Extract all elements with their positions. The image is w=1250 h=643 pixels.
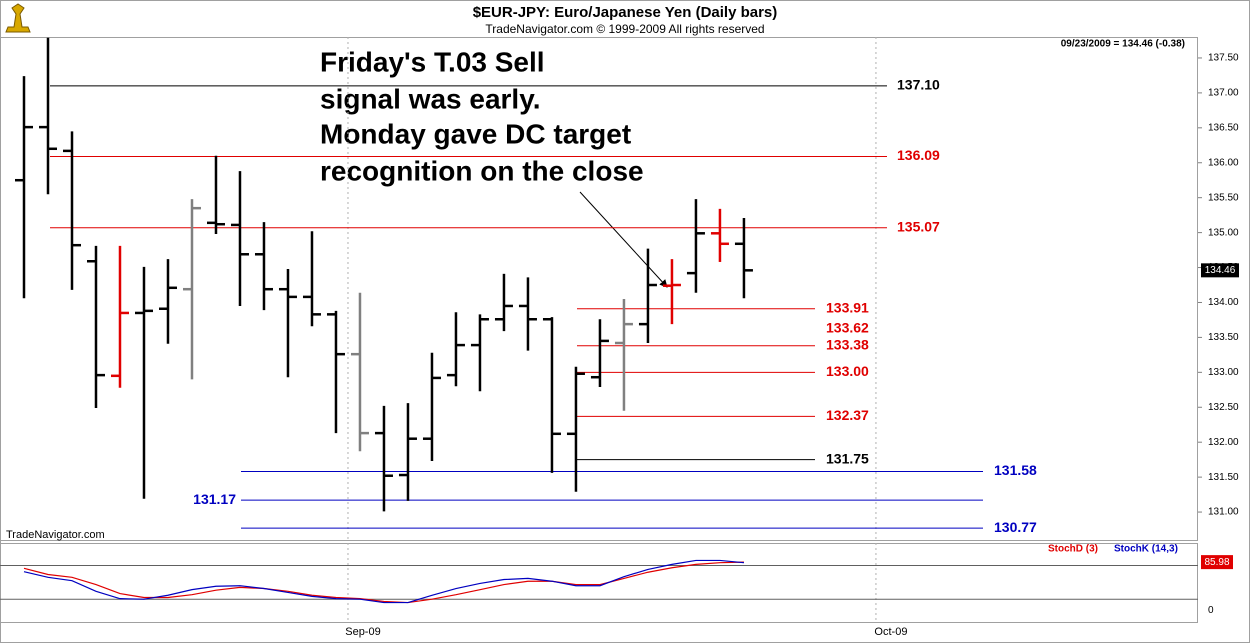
x-tick-label: Oct-09 xyxy=(874,626,907,638)
level-label: 133.38 xyxy=(826,336,869,352)
level-label: 131.58 xyxy=(994,462,1037,478)
annotation-line: signal was early. xyxy=(320,83,541,114)
y-tick-label: 132.00 xyxy=(1208,437,1239,448)
annotation-line: recognition on the close xyxy=(320,155,644,186)
stoch-line xyxy=(23,561,744,604)
level-label: 131.75 xyxy=(826,450,869,466)
y-tick-label: 0 xyxy=(1208,605,1214,616)
y-tick-label: 134.00 xyxy=(1208,297,1239,308)
level-label: 136.09 xyxy=(897,147,940,163)
level-label: 137.10 xyxy=(897,77,940,93)
annotation: Friday's T.03 Sell signal was early. Monda… xyxy=(320,46,644,186)
last-value-label: 134.46 xyxy=(1205,265,1236,276)
y-tick-label: 131.00 xyxy=(1208,507,1239,518)
y-tick-label: 132.50 xyxy=(1208,402,1239,413)
y-tick-label: 131.50 xyxy=(1208,472,1239,483)
level-label: 133.91 xyxy=(826,299,869,315)
x-tick-label: Sep-09 xyxy=(345,626,380,638)
level-label: 133.00 xyxy=(826,363,869,379)
stoch-panel xyxy=(0,543,1198,623)
source: TradeNavigator.com xyxy=(6,529,105,541)
level-label: 133.62 xyxy=(826,320,869,336)
last-value-box xyxy=(1201,555,1233,570)
y-tick-label: 135.50 xyxy=(1208,192,1239,203)
y-tick-label: 135.00 xyxy=(1208,227,1239,238)
y-tick-label: 136.00 xyxy=(1208,157,1239,168)
y-tick-label: 136.50 xyxy=(1208,122,1239,133)
price-panel xyxy=(0,37,1198,541)
level-label: 130.77 xyxy=(994,519,1037,535)
level-label: 135.07 xyxy=(897,218,940,234)
level-label: 131.17 xyxy=(193,491,236,507)
annotation-line: Monday gave DC target xyxy=(320,118,631,149)
y-tick-label: 137.00 xyxy=(1208,88,1239,99)
y-tick-label: 133.50 xyxy=(1208,332,1239,343)
last-value-box xyxy=(1201,263,1239,278)
annotation-line: Friday's T.03 Sell xyxy=(320,46,545,77)
legend-entry: StochK (14,3) xyxy=(1114,544,1178,555)
quote-info: 09/23/2009 = 134.46 (-0.38) xyxy=(1061,39,1185,50)
y-tick-label: 133.00 xyxy=(1208,367,1239,378)
annotation-arrow xyxy=(579,191,668,288)
last-value-label: 85.98 xyxy=(1204,557,1229,568)
logo xyxy=(5,3,31,33)
level-label: 132.37 xyxy=(826,407,869,423)
stoch-line xyxy=(23,559,745,604)
y-tick-label: 137.50 xyxy=(1208,53,1239,64)
chart-title: $EUR-JPY: Euro/Japanese Yen (Daily bars) xyxy=(473,4,778,21)
legend-entry: StochD (3) xyxy=(1048,544,1098,555)
chart-subtitle: TradeNavigator.com © 1999-2009 All right… xyxy=(485,22,764,36)
